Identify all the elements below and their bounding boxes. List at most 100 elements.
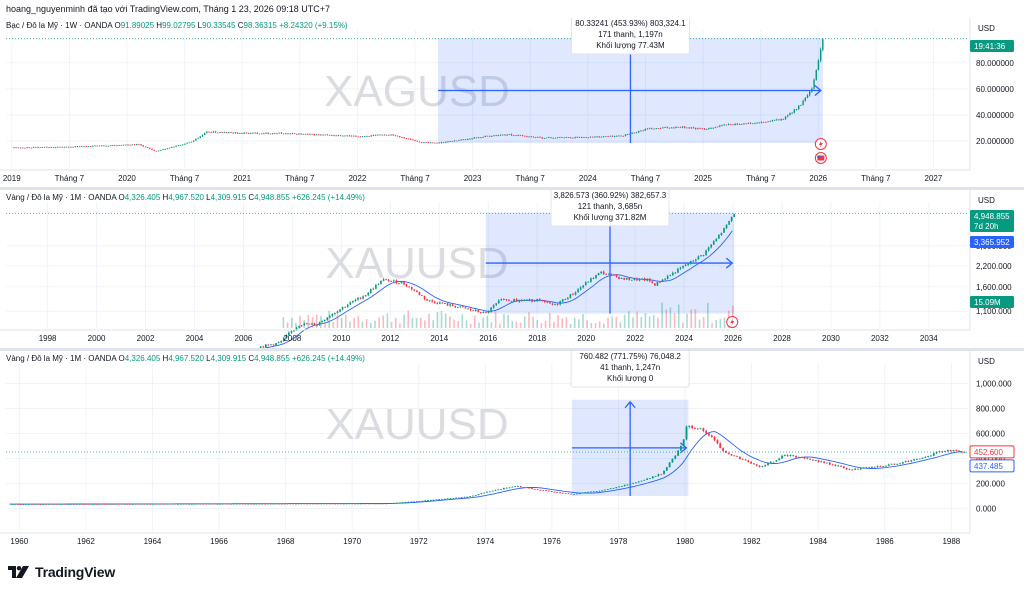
volume-bar — [652, 315, 655, 328]
candle-body — [48, 147, 50, 148]
panel-divider[interactable] — [0, 187, 1024, 190]
ma-value-label-bg — [970, 236, 1014, 248]
candle-body — [247, 503, 250, 505]
candle-body — [750, 461, 753, 464]
candle-body — [963, 451, 966, 453]
candle-body — [322, 134, 324, 136]
candle-body — [344, 135, 346, 137]
candle-body — [320, 503, 323, 505]
candle-body — [362, 503, 365, 505]
tradingview-logo-icon — [8, 566, 29, 578]
candle-body — [308, 323, 311, 325]
ohlc-legend[interactable]: Bạc / Đô la Mỹ · 1W · OANDA O91.89025 H9… — [6, 21, 348, 30]
candle-body — [671, 272, 674, 276]
candle-body — [707, 247, 710, 251]
candle-body — [771, 120, 774, 121]
candle-body — [328, 316, 331, 318]
candle-body — [760, 121, 763, 123]
x-tick-year-label: 1998 — [39, 334, 57, 343]
bar-countdown-label: 7d 20h — [974, 222, 998, 231]
candle-body — [628, 278, 631, 281]
candle-body — [640, 480, 643, 482]
candle-body — [497, 300, 500, 304]
volume-bar — [677, 304, 680, 328]
candle-body — [403, 137, 405, 139]
candle-body — [528, 487, 531, 489]
candle-body — [500, 489, 502, 491]
x-tick-year-label: 2030 — [822, 334, 840, 343]
volume-bar — [407, 310, 410, 328]
candle-body — [823, 461, 826, 464]
volume-bar — [561, 318, 564, 328]
volume-bar — [698, 319, 701, 328]
candle-body — [24, 147, 26, 149]
candle-body — [701, 128, 703, 130]
xagusd-weekly-chart[interactable]: XAGUSD USD 80.000000 60.000000 40.000000 20.0… — [0, 18, 1024, 202]
candle-body — [456, 140, 458, 142]
candle-body — [741, 458, 744, 460]
candle-body — [484, 135, 486, 137]
candle-body — [265, 132, 267, 134]
candle-body — [845, 467, 848, 470]
candle-body — [495, 135, 497, 137]
candle-body — [160, 503, 162, 505]
volume-bar — [315, 314, 318, 328]
volume-bar — [586, 320, 588, 328]
candle-body — [710, 435, 713, 438]
candle-body — [306, 503, 309, 505]
candle-body — [677, 268, 679, 273]
candle-body — [19, 504, 22, 505]
volume-bar — [328, 310, 330, 328]
candle-body — [414, 140, 416, 142]
candle-body — [761, 466, 764, 467]
candle-body — [109, 503, 112, 505]
tradingview-logo[interactable]: TradingView — [8, 562, 115, 582]
candle-body — [705, 128, 708, 130]
ohlc-legend[interactable]: Vàng / Đô la Mỹ · 1M · OANDA O4,326.405 … — [6, 193, 365, 202]
candle-body — [702, 255, 705, 256]
candle-body — [345, 503, 348, 505]
candle-body — [803, 457, 806, 459]
y-tick-label: 60.000000 — [976, 85, 1014, 94]
candle-body — [556, 304, 559, 305]
candle-body — [413, 501, 415, 503]
candle-body — [126, 503, 129, 505]
candle-body — [144, 146, 147, 148]
candle-body — [493, 135, 495, 137]
candle-body — [719, 125, 721, 127]
ohlc-legend[interactable]: Vàng / Đô la Mỹ · 1M · OANDA O4,326.405 … — [6, 354, 365, 363]
xauusd-historical-chart[interactable]: XAUUSD USD 1,000.000 800.000 600.000 400.000 2… — [0, 351, 1024, 551]
candle-body — [401, 137, 403, 139]
candle-body — [58, 503, 61, 505]
candle-body — [100, 145, 103, 147]
candle-body — [191, 503, 193, 505]
candle-body — [620, 277, 623, 280]
volume-bar — [719, 318, 722, 328]
candle-body — [346, 304, 349, 307]
volume-bar — [295, 322, 297, 328]
candle-body — [408, 286, 410, 288]
candle-body — [333, 135, 335, 137]
candle-body — [549, 302, 551, 304]
candle-body — [483, 492, 486, 494]
candle-body — [477, 310, 480, 313]
xauusd-monthly-chart[interactable]: XAUUSDUSD3,000.0002,200.0001,600.0001,10… — [0, 190, 1024, 348]
candle-body — [510, 301, 513, 302]
candle-body — [174, 503, 177, 505]
candle-body — [664, 127, 666, 128]
candle-body — [28, 504, 30, 505]
panel-divider[interactable] — [0, 348, 1024, 351]
candle-body — [723, 228, 725, 233]
volume-bar — [661, 302, 663, 328]
candle-body — [114, 145, 116, 146]
candle-body — [354, 503, 356, 505]
candle-body — [697, 128, 699, 130]
candle-body — [640, 130, 642, 132]
candle-body — [904, 461, 907, 463]
candle-body — [559, 492, 561, 494]
candle-body — [587, 281, 590, 283]
candle-body — [127, 144, 129, 146]
candle-body — [341, 307, 344, 310]
x-tick-month-label: Tháng 7 — [631, 174, 661, 183]
candle-body — [808, 91, 811, 96]
